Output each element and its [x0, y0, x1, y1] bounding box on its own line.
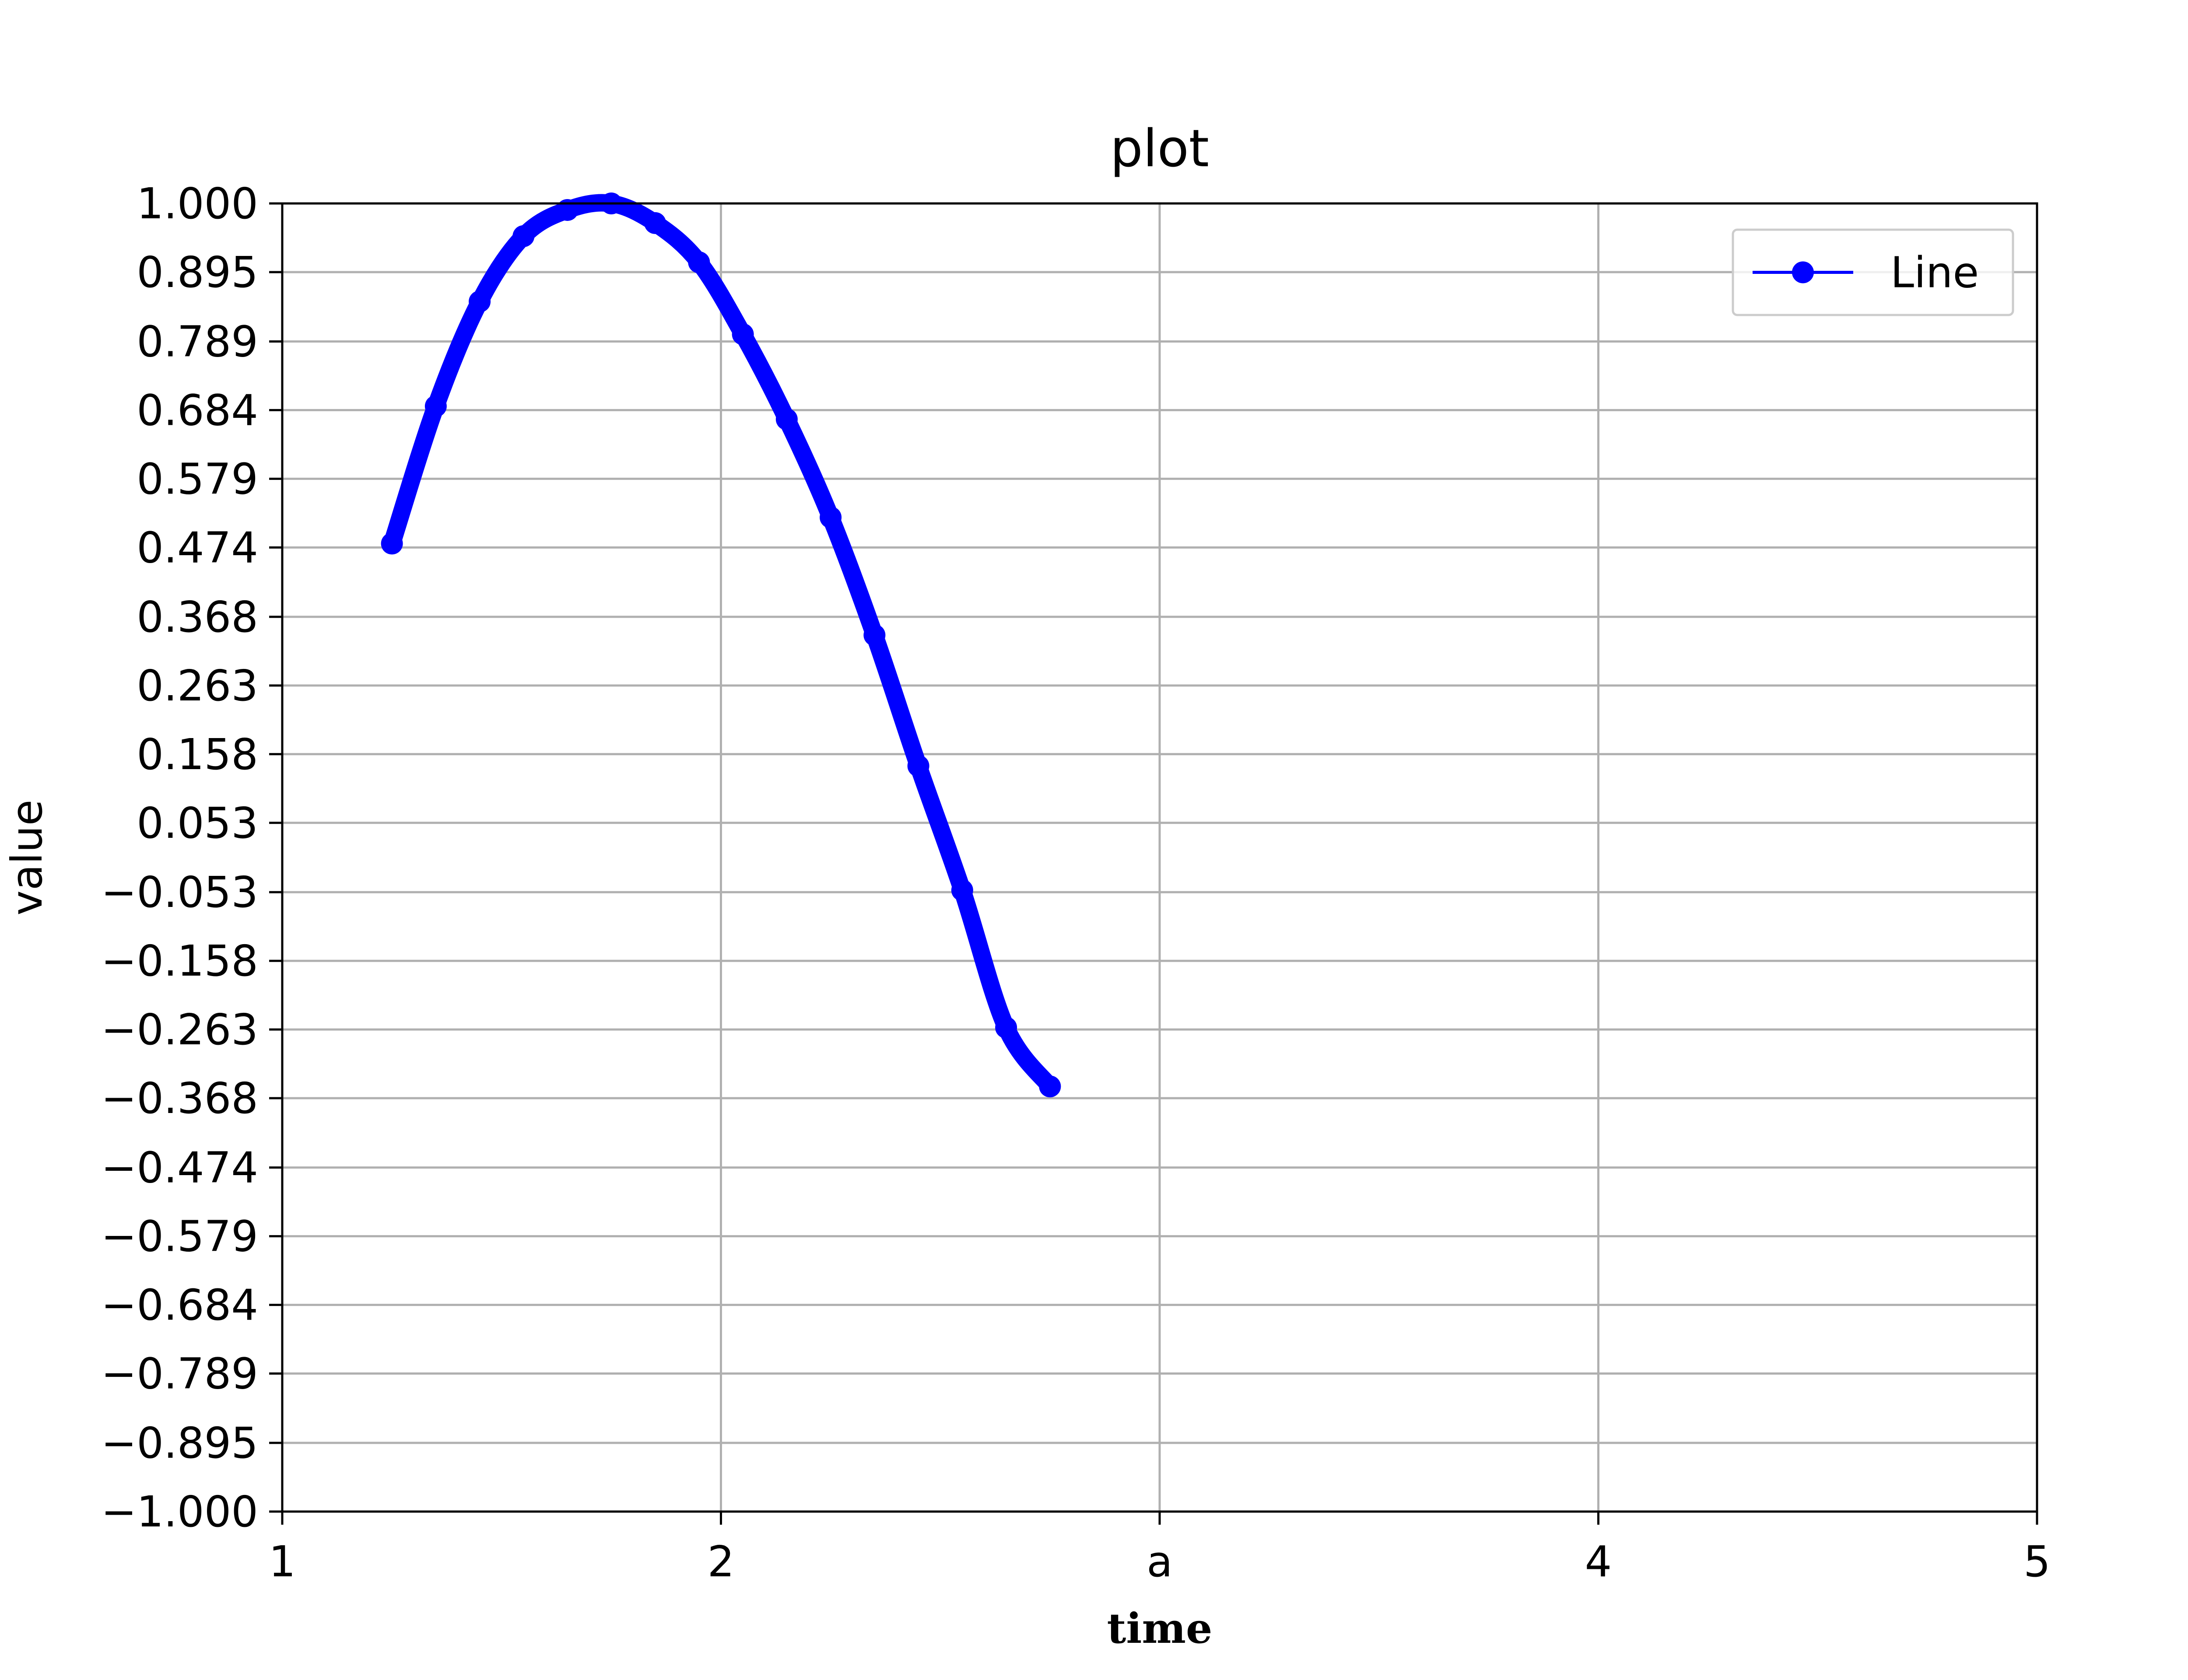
data-point	[556, 199, 579, 221]
x-tick-label: 4	[1585, 1537, 1612, 1586]
y-tick-label: −0.263	[101, 1005, 258, 1054]
y-tick-label: 0.579	[137, 454, 258, 504]
data-point	[907, 755, 929, 777]
data-point	[863, 624, 886, 646]
y-axis-label: value	[2, 800, 52, 916]
data-point	[424, 395, 447, 417]
data-point	[644, 212, 666, 234]
y-tick-label: −0.158	[101, 936, 258, 986]
data-point	[820, 506, 842, 528]
data-point	[732, 323, 754, 345]
x-tick-label: 2	[708, 1537, 735, 1586]
y-tick-label: −0.368	[101, 1074, 258, 1123]
y-tick-label: −0.789	[101, 1349, 258, 1399]
y-tick-label: −0.895	[101, 1418, 258, 1468]
data-point	[381, 532, 403, 555]
y-tick-label: −1.000	[101, 1487, 258, 1536]
y-tick-label: −0.053	[101, 868, 258, 917]
series-line	[383, 194, 1059, 1096]
data-point	[469, 290, 491, 313]
y-tick-label: 0.474	[137, 523, 258, 572]
y-tick-label: 1.000	[137, 179, 258, 228]
y-tick-label: −0.684	[101, 1281, 258, 1330]
y-tick-label: 0.684	[137, 385, 258, 435]
y-tick-label: 0.053	[137, 798, 258, 848]
y-tick-label: 0.158	[137, 730, 258, 779]
legend-label: Line	[1890, 248, 1979, 298]
y-tick-label: −0.474	[101, 1143, 258, 1193]
data-point	[1039, 1075, 1061, 1098]
legend: Line	[1732, 228, 2014, 316]
data-point	[951, 879, 973, 901]
x-tick-label: 5	[2023, 1537, 2051, 1586]
grid	[281, 202, 2038, 1513]
legend-marker	[1792, 261, 1814, 284]
y-tick-label: 0.368	[137, 592, 258, 642]
legend-box	[1732, 228, 2014, 316]
y-axis: 1.000 0.895 0.789 0.684 0.579 0.474 0.368 0.263…	[101, 179, 282, 1536]
data-point	[775, 408, 798, 430]
y-tick-label: −0.579	[101, 1212, 258, 1261]
x-axis: 1 2 a 4 5	[269, 1512, 2051, 1586]
y-tick-label: 0.263	[137, 661, 258, 710]
data-point	[512, 225, 535, 247]
x-tick-label: a	[1147, 1537, 1172, 1586]
y-tick-label: 0.895	[137, 248, 258, 297]
series-layer	[381, 192, 1061, 1098]
x-axis-label: time	[1107, 1604, 1213, 1653]
data-point	[995, 1016, 1017, 1039]
y-tick-label: 0.789	[137, 317, 258, 366]
chart-title: plot	[1110, 118, 1209, 178]
data-point	[688, 251, 710, 273]
x-tick-label: 1	[269, 1537, 296, 1586]
